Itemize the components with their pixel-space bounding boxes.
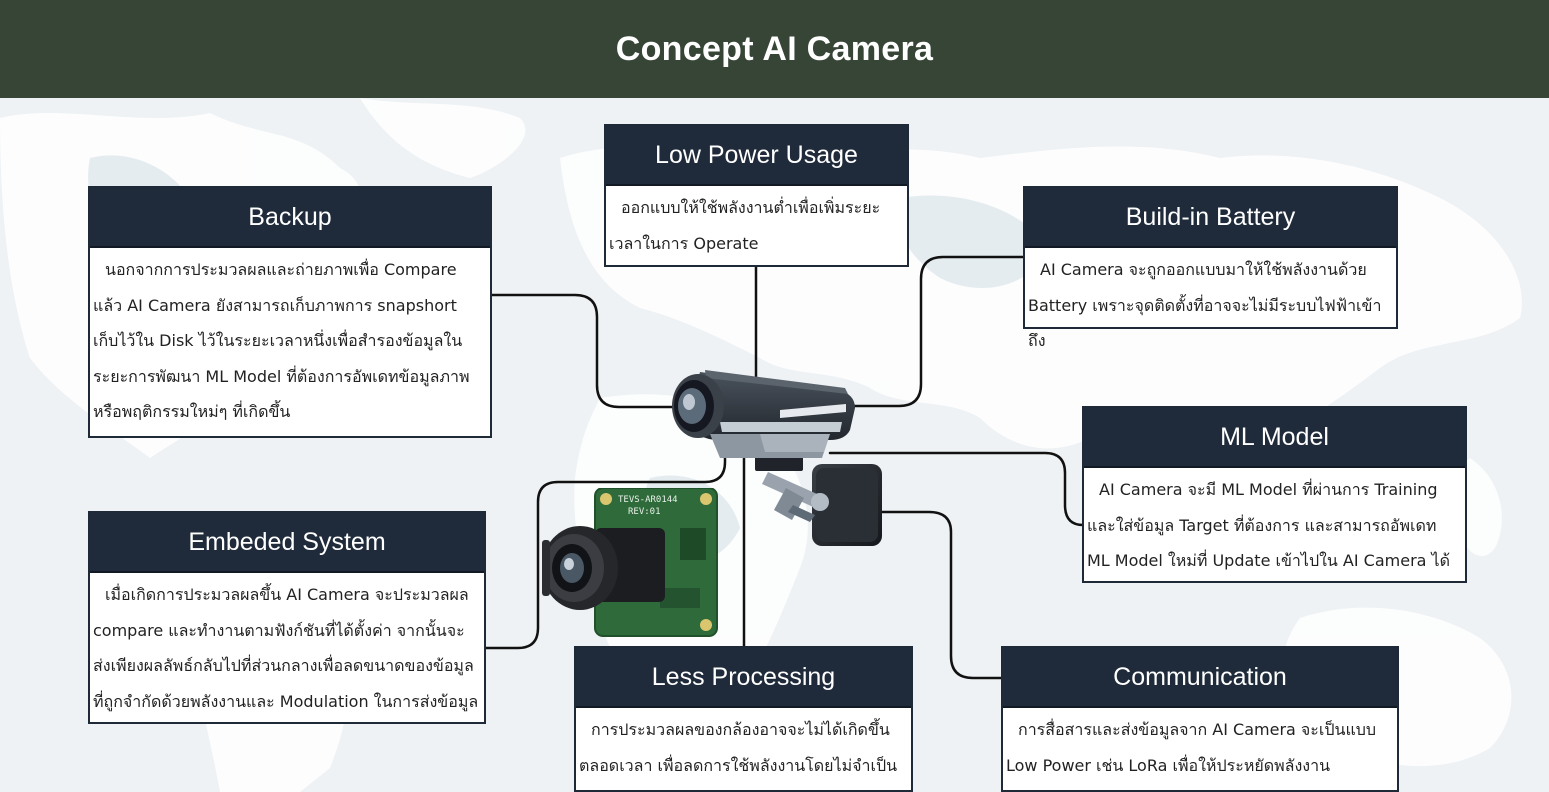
connector-ml-model xyxy=(828,451,1085,527)
embeded-system-text: เมื่อเกิดการประมวลผลขึ้น AI Camera จะประ… xyxy=(93,585,479,711)
backup-title: Backup xyxy=(90,188,490,248)
security-camera-icon xyxy=(672,370,882,546)
board-silkscreen-1: TEVS-AR0144 xyxy=(618,495,678,505)
connector-battery xyxy=(838,255,1027,408)
build-in-battery-title: Build-in Battery xyxy=(1025,188,1396,248)
ml-model-text: AI Camera จะมี ML Model ที่ผ่านการ Train… xyxy=(1087,480,1450,570)
backup-box: Backup นอกจากการประมวลผลและถ่ายภาพเพื่อ … xyxy=(88,186,492,438)
low-power-usage-box: Low Power Usage ออกแบบให้ใช้พลังงานต่ำเพ… xyxy=(604,124,909,267)
embeded-system-title: Embeded System xyxy=(90,513,484,573)
communication-text: การสื่อสารและส่งข้อมูลจาก AI Camera จะเป… xyxy=(1006,720,1377,775)
camera-module-board-icon: TEVS-AR0144 REV:01 xyxy=(542,488,718,637)
communication-box: Communication การสื่อสารและส่งข้อมูลจาก … xyxy=(1001,646,1399,792)
ml-model-box: ML Model AI Camera จะมี ML Model ที่ผ่าน… xyxy=(1082,406,1467,583)
embeded-system-box: Embeded System เมื่อเกิดการประมวลผลขึ้น … xyxy=(88,511,486,724)
connector-embedded xyxy=(484,438,727,650)
build-in-battery-text: AI Camera จะถูกออกแบบมาให้ใช้พลังงานด้วย… xyxy=(1028,260,1382,350)
communication-title: Communication xyxy=(1003,648,1397,708)
less-processing-text: การประมวลผลของกล้องอาจจะไม่ได้เกิดขึ้นตล… xyxy=(579,720,898,775)
header-bar: Concept AI Camera xyxy=(0,0,1549,98)
low-power-usage-title: Low Power Usage xyxy=(606,126,907,186)
ml-model-title: ML Model xyxy=(1084,408,1465,468)
less-processing-box: Less Processing การประมวลผลของกล้องอาจจะ… xyxy=(574,646,913,792)
page-title: Concept AI Camera xyxy=(615,29,934,68)
connector-backup xyxy=(490,293,702,409)
less-processing-title: Less Processing xyxy=(576,648,911,708)
connector-communication xyxy=(868,510,1005,680)
board-silkscreen-2: REV:01 xyxy=(628,507,661,517)
backup-text: นอกจากการประมวลผลและถ่ายภาพเพื่อ Compare… xyxy=(93,260,470,421)
low-power-usage-text: ออกแบบให้ใช้พลังงานต่ำเพื่อเพิ่มระยะเวลา… xyxy=(609,198,881,253)
build-in-battery-box: Build-in Battery AI Camera จะถูกออกแบบมา… xyxy=(1023,186,1398,350)
